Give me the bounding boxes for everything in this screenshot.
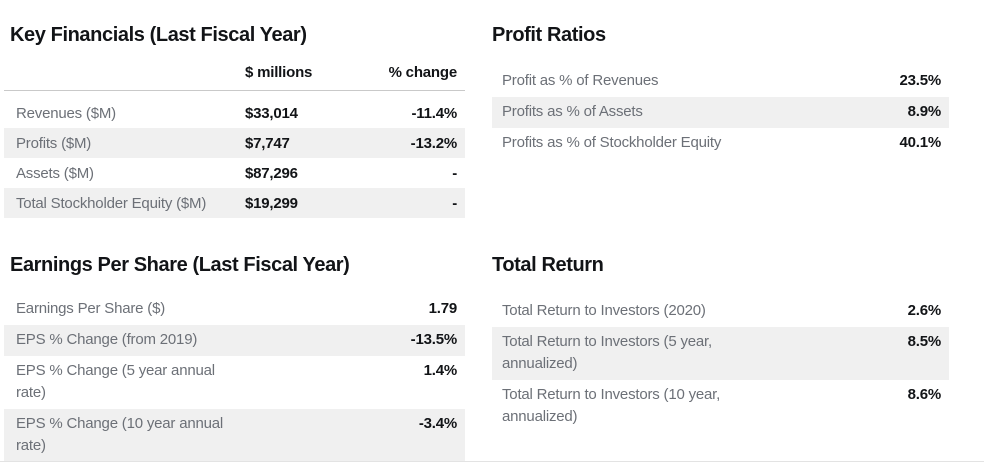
row-value: 23.5% bbox=[899, 72, 941, 89]
earnings-per-share-title: Earnings Per Share (Last Fiscal Year) bbox=[10, 254, 350, 276]
row-value: 8.9% bbox=[907, 103, 942, 120]
row-label: Revenues ($M) bbox=[16, 104, 116, 122]
col-header-millions: $ millions bbox=[245, 64, 313, 81]
table-row: Total Return to Investors (2020) 2.6% bbox=[492, 296, 949, 327]
table-row: Profits as % of Assets 8.9% bbox=[492, 97, 949, 128]
total-return-title: Total Return bbox=[492, 254, 604, 276]
row-value: 8.5% bbox=[907, 333, 942, 350]
table-row: Profits ($M) $7,747 -13.2% bbox=[4, 128, 465, 158]
row-label: Profit as % of Revenues bbox=[502, 72, 659, 89]
row-value: $33,014 bbox=[245, 104, 298, 122]
profit-ratios-title: Profit Ratios bbox=[492, 24, 606, 46]
row-label: Earnings Per Share ($) bbox=[16, 300, 166, 317]
row-value: 1.79 bbox=[428, 300, 458, 317]
earnings-per-share-table: Earnings Per Share ($) 1.79 EPS % Change… bbox=[4, 294, 465, 462]
row-label: EPS % Change (from 2019) bbox=[16, 331, 198, 348]
table-row: Assets ($M) $87,296 - bbox=[4, 158, 465, 188]
table-row: Revenues ($M) $33,014 -11.4% bbox=[4, 98, 465, 128]
table-row: Total Return to Investors (10 year, annu… bbox=[492, 380, 949, 433]
sections-grid: Key Financials (Last Fiscal Year) $ mill… bbox=[4, 24, 984, 462]
row-label: Total Return to Investors (10 year, annu… bbox=[502, 386, 721, 425]
section-profit-ratios: Profit Ratios Profit as % of Revenues 23… bbox=[492, 24, 949, 159]
row-value: -13.5% bbox=[410, 331, 458, 348]
row-label: Profits ($M) bbox=[16, 134, 92, 152]
table-row: EPS % Change (10 year annual rate) -3.4% bbox=[4, 409, 465, 462]
row-change: -13.2% bbox=[410, 134, 458, 152]
row-label: EPS % Change (10 year annual rate) bbox=[16, 415, 224, 454]
total-return-table: Total Return to Investors (2020) 2.6% To… bbox=[492, 296, 949, 433]
table-row: Earnings Per Share ($) 1.79 bbox=[4, 294, 465, 325]
section-key-financials: Key Financials (Last Fiscal Year) $ mill… bbox=[4, 24, 465, 218]
key-financials-body: Revenues ($M) $33,014 -11.4% Profits ($M… bbox=[4, 98, 465, 218]
table-row: EPS % Change (5 year annual rate) 1.4% bbox=[4, 356, 465, 409]
row-value: $7,747 bbox=[245, 134, 290, 152]
row-value: $19,299 bbox=[245, 194, 298, 212]
table-row: Profits as % of Stockholder Equity 40.1% bbox=[492, 128, 949, 159]
table-row: Profit as % of Revenues 23.5% bbox=[492, 66, 949, 97]
row-label: Total Stockholder Equity ($M) bbox=[16, 194, 207, 212]
key-financials-table: $ millions % change Revenues ($M) $33,01… bbox=[4, 64, 465, 218]
table-row: Total Return to Investors (5 year, annua… bbox=[492, 327, 949, 380]
row-change: -11.4% bbox=[411, 104, 458, 122]
row-value: -3.4% bbox=[418, 415, 457, 432]
row-change: - bbox=[452, 164, 457, 182]
row-label: Total Return to Investors (2020) bbox=[502, 302, 706, 319]
section-total-return: Total Return Total Return to Investors (… bbox=[492, 254, 949, 433]
key-financials-header-row: $ millions % change bbox=[4, 64, 465, 91]
row-label: Profits as % of Stockholder Equity bbox=[502, 134, 722, 151]
row-label: Profits as % of Assets bbox=[502, 103, 643, 120]
bottom-divider bbox=[0, 461, 984, 462]
row-value: 2.6% bbox=[907, 302, 942, 319]
row-value: 8.6% bbox=[907, 386, 942, 403]
table-row: Total Stockholder Equity ($M) $19,299 - bbox=[4, 188, 465, 218]
profit-ratios-table: Profit as % of Revenues 23.5% Profits as… bbox=[492, 66, 949, 159]
row-label: Assets ($M) bbox=[16, 164, 94, 182]
row-label: Total Return to Investors (5 year, annua… bbox=[502, 333, 712, 372]
table-row: EPS % Change (from 2019) -13.5% bbox=[4, 325, 465, 356]
section-earnings-per-share: Earnings Per Share (Last Fiscal Year) Ea… bbox=[4, 254, 465, 462]
row-value: $87,296 bbox=[245, 164, 298, 182]
row-value: 40.1% bbox=[899, 134, 941, 151]
col-header-change: % change bbox=[388, 64, 458, 81]
key-financials-title: Key Financials (Last Fiscal Year) bbox=[10, 24, 307, 46]
row-change: - bbox=[452, 194, 457, 212]
row-value: 1.4% bbox=[423, 362, 458, 379]
row-label: EPS % Change (5 year annual rate) bbox=[16, 362, 215, 401]
